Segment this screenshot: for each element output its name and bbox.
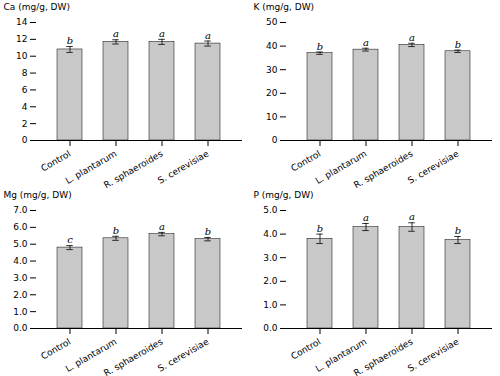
svg-text:a: a — [363, 37, 369, 48]
svg-text:4: 4 — [22, 102, 28, 112]
svg-text:Control: Control — [289, 337, 322, 362]
svg-text:3.0: 3.0 — [263, 253, 278, 263]
svg-text:0: 0 — [272, 135, 278, 145]
svg-text:S. cerevisiae: S. cerevisiae — [406, 336, 461, 373]
svg-text:b: b — [455, 225, 461, 236]
svg-text:a: a — [113, 28, 119, 39]
svg-text:0: 0 — [22, 135, 28, 145]
svg-text:6: 6 — [22, 85, 28, 95]
svg-text:b: b — [67, 35, 73, 46]
svg-text:2.0: 2.0 — [263, 276, 278, 286]
svg-text:0.0: 0.0 — [13, 323, 28, 333]
svg-text:Control: Control — [39, 337, 72, 362]
svg-text:5.0: 5.0 — [263, 205, 278, 215]
svg-text:6.0: 6.0 — [13, 222, 28, 232]
svg-text:a: a — [363, 212, 369, 223]
svg-text:b: b — [205, 226, 211, 237]
svg-text:b: b — [317, 223, 323, 234]
svg-text:12: 12 — [16, 34, 27, 44]
svg-text:S. cerevisiae: S. cerevisiae — [156, 336, 211, 373]
svg-text:L. plantarum: L. plantarum — [313, 148, 369, 186]
svg-text:a: a — [205, 30, 211, 41]
svg-text:b: b — [113, 225, 119, 236]
svg-text:a: a — [159, 221, 165, 232]
svg-text:a: a — [409, 211, 415, 222]
svg-text:2: 2 — [22, 119, 28, 129]
svg-text:14: 14 — [16, 17, 28, 27]
svg-text:2.0: 2.0 — [13, 290, 28, 300]
svg-text:S. cerevisiae: S. cerevisiae — [156, 148, 211, 185]
svg-text:8: 8 — [22, 68, 28, 78]
svg-text:b: b — [317, 41, 323, 52]
svg-text:L. plantarum: L. plantarum — [313, 336, 369, 374]
svg-text:1.0: 1.0 — [13, 307, 28, 317]
svg-text:L. plantarum: L. plantarum — [63, 336, 119, 374]
svg-text:L. plantarum: L. plantarum — [63, 148, 119, 186]
svg-text:Control: Control — [39, 149, 72, 174]
svg-text:Ca (mg/g, DW): Ca (mg/g, DW) — [4, 2, 70, 12]
svg-text:50: 50 — [266, 17, 278, 27]
svg-text:30: 30 — [266, 65, 278, 75]
svg-text:a: a — [409, 32, 415, 43]
svg-text:Mg (mg/g, DW): Mg (mg/g, DW) — [4, 190, 72, 200]
svg-text:c: c — [67, 234, 73, 245]
svg-text:4.0: 4.0 — [263, 229, 278, 239]
svg-text:S. cerevisiae: S. cerevisiae — [406, 148, 461, 185]
svg-text:20: 20 — [266, 88, 278, 98]
svg-text:R. sphaeroides: R. sphaeroides — [352, 336, 415, 376]
svg-text:4.0: 4.0 — [13, 256, 28, 266]
svg-text:1.0: 1.0 — [263, 300, 278, 310]
svg-text:10: 10 — [16, 51, 28, 61]
svg-text:10: 10 — [266, 112, 278, 122]
svg-text:a: a — [159, 28, 165, 39]
svg-text:7.0: 7.0 — [13, 205, 28, 215]
svg-text:3.0: 3.0 — [13, 273, 28, 283]
svg-text:b: b — [455, 39, 461, 50]
svg-text:0.0: 0.0 — [263, 323, 278, 333]
svg-text:R. sphaeroides: R. sphaeroides — [102, 336, 165, 376]
svg-text:P (mg/g, DW): P (mg/g, DW) — [254, 190, 314, 200]
svg-text:5.0: 5.0 — [13, 239, 28, 249]
svg-text:K (mg/g, DW): K (mg/g, DW) — [254, 2, 315, 12]
svg-text:R. sphaeroides: R. sphaeroides — [102, 148, 165, 188]
svg-text:R. sphaeroides: R. sphaeroides — [352, 148, 415, 188]
svg-text:Control: Control — [289, 149, 322, 174]
svg-text:40: 40 — [266, 41, 278, 51]
